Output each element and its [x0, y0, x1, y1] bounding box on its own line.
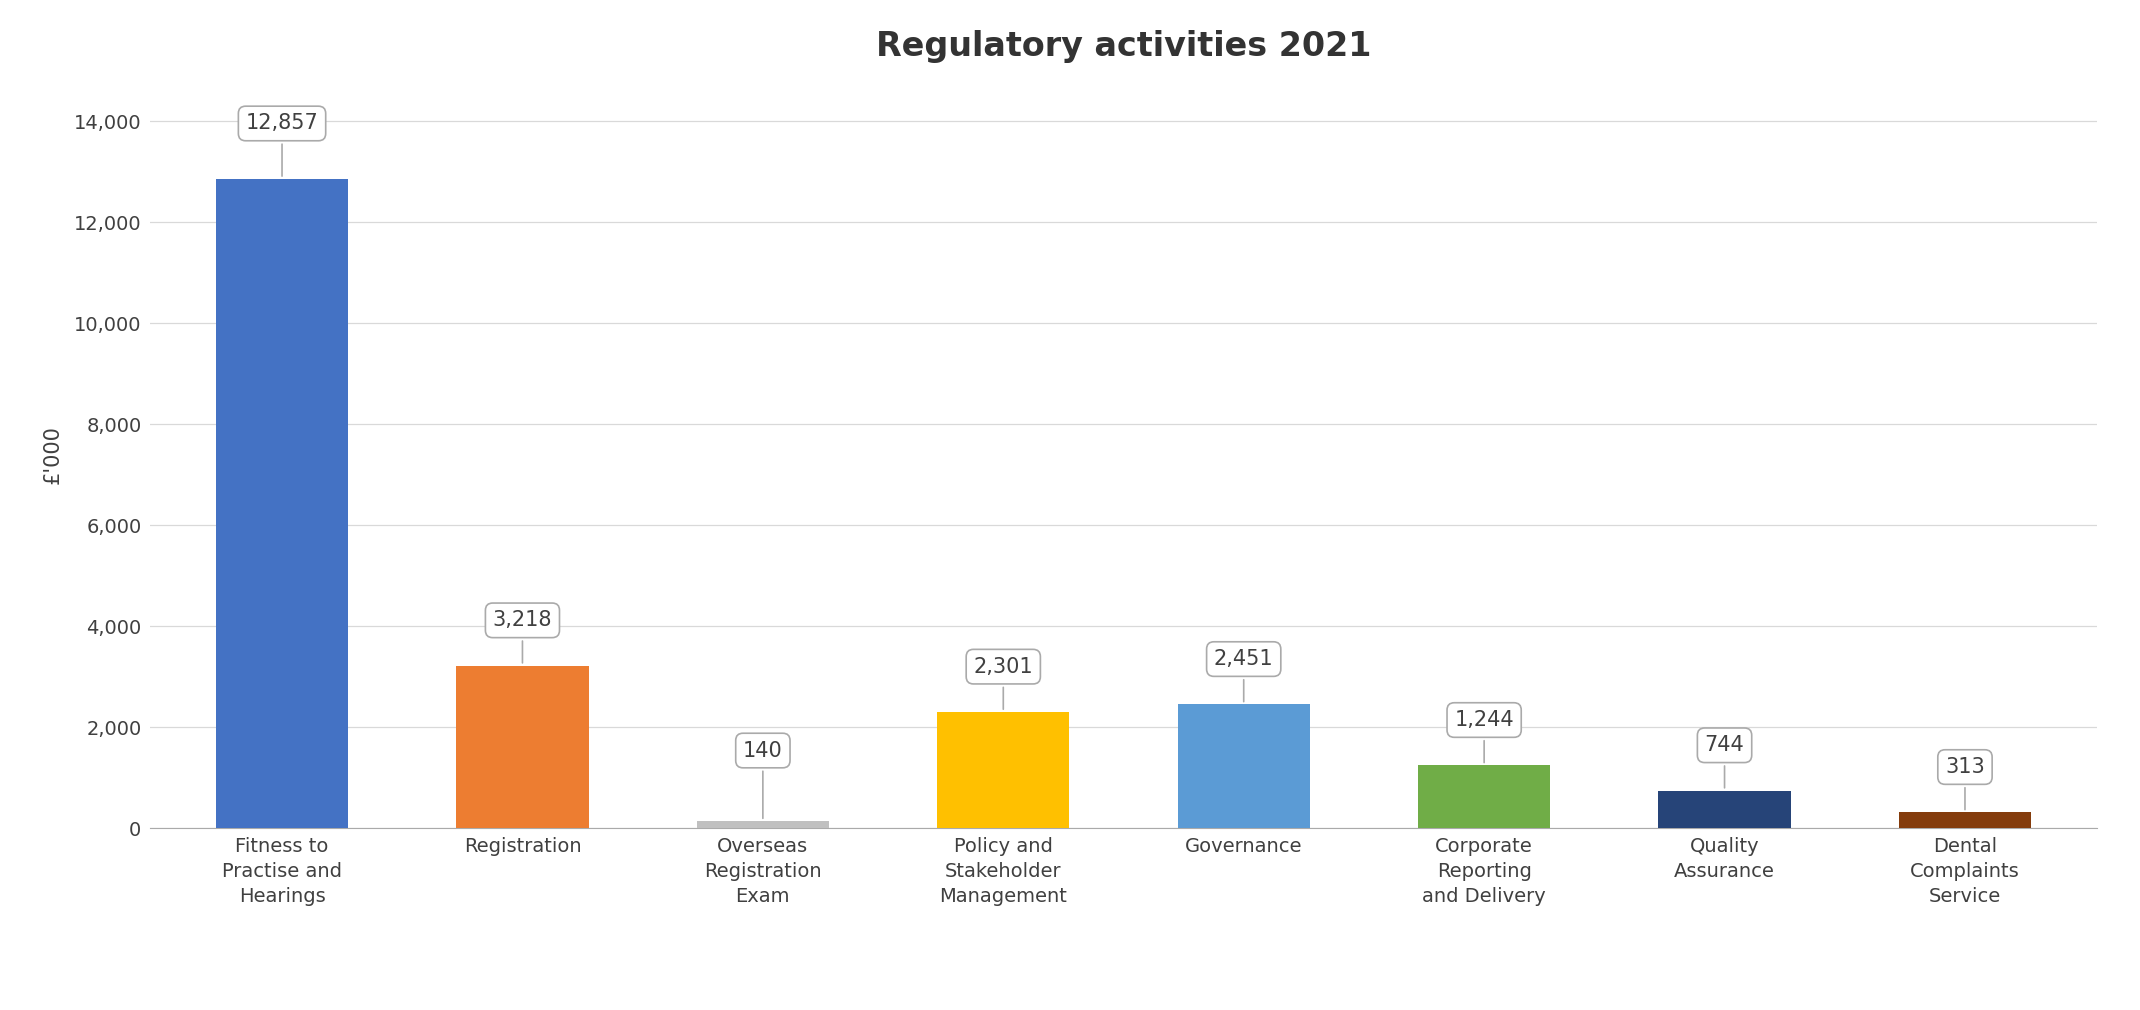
Y-axis label: £'000: £'000	[43, 425, 62, 484]
Text: 313: 313	[1945, 758, 1984, 810]
Bar	[1177, 704, 1310, 828]
Bar	[1658, 791, 1791, 828]
Title: Regulatory activities 2021: Regulatory activities 2021	[875, 30, 1372, 63]
Bar	[216, 179, 349, 828]
Bar	[698, 821, 828, 828]
Text: 140: 140	[743, 740, 783, 818]
Bar	[456, 666, 588, 828]
Text: 744: 744	[1706, 735, 1744, 788]
Text: 2,301: 2,301	[974, 656, 1034, 709]
Bar	[1419, 766, 1549, 828]
Text: 2,451: 2,451	[1213, 649, 1273, 702]
Text: 1,244: 1,244	[1455, 710, 1513, 763]
Bar	[1898, 812, 2031, 828]
Text: 3,218: 3,218	[492, 610, 552, 663]
Text: 12,857: 12,857	[246, 113, 319, 176]
Bar	[937, 712, 1070, 828]
